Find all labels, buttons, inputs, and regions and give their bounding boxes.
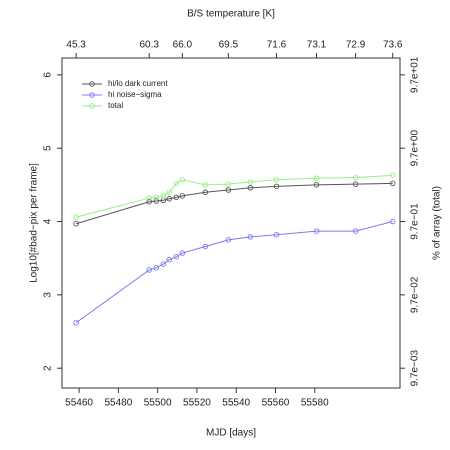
point — [225, 237, 232, 243]
y-tick-label: 6 — [43, 72, 54, 78]
y-tick-label: 5 — [43, 145, 54, 151]
legend-label: hi/lo dark current — [108, 79, 168, 88]
x-axis-title: MJD [days] — [206, 428, 256, 439]
point — [153, 198, 160, 204]
x2-tick-label: 66.0 — [173, 40, 193, 51]
point — [313, 228, 320, 234]
point — [160, 261, 167, 267]
y-axis-title: Log10[#bad−pix per frame] — [29, 163, 40, 283]
y2-tick-label: 9.7e−02 — [410, 276, 421, 313]
point — [146, 267, 152, 273]
point — [352, 174, 359, 181]
x2-tick-label: 60.3 — [139, 40, 159, 51]
legend-marker — [89, 81, 95, 87]
y2-axis-title: % of array (total) — [432, 186, 443, 260]
x2-tick-label: 45.3 — [66, 40, 86, 51]
x-tick-label: 55480 — [104, 398, 132, 409]
y2-tick-label: 9.7e−01 — [410, 203, 421, 240]
legend-marker — [89, 103, 95, 109]
point — [166, 189, 172, 195]
point — [166, 196, 172, 202]
point — [352, 228, 359, 234]
point — [146, 198, 152, 205]
point — [179, 176, 186, 183]
legend-marker — [89, 92, 95, 98]
point — [247, 185, 254, 191]
point — [247, 234, 254, 240]
point — [166, 256, 172, 263]
legend-label: hi noise−sigma — [108, 90, 162, 99]
point — [313, 182, 320, 188]
point — [173, 180, 180, 187]
y2-tick-label: 9.7e+01 — [410, 56, 421, 93]
point — [273, 183, 280, 190]
x-tick-label: 55580 — [301, 398, 329, 409]
x2-tick-label: 73.1 — [307, 40, 327, 51]
point — [173, 194, 180, 201]
x-tick-label: 55500 — [144, 398, 172, 409]
point — [389, 180, 396, 187]
y2-tick-label: 9.7e−03 — [410, 350, 421, 387]
point — [73, 214, 79, 220]
y-tick-label: 2 — [43, 365, 54, 371]
point — [273, 176, 280, 183]
x-tick-label: 55460 — [65, 398, 93, 409]
point — [352, 181, 359, 187]
point — [225, 181, 232, 187]
plot-frame — [61, 57, 401, 389]
x-tick-label: 55520 — [183, 398, 211, 409]
x2-tick-label: 69.5 — [219, 40, 239, 51]
point — [202, 182, 209, 188]
point — [273, 231, 280, 238]
x-tick-label: 55540 — [222, 398, 250, 409]
x2-tick-label: 72.9 — [346, 40, 366, 51]
y-tick-label: 3 — [43, 292, 54, 298]
point — [202, 243, 209, 250]
point — [313, 175, 320, 182]
y2-tick-label: 9.7e+00 — [410, 130, 421, 167]
x2-tick-label: 73.6 — [383, 40, 403, 51]
point — [73, 220, 79, 227]
point — [389, 172, 396, 179]
point — [173, 253, 180, 260]
point — [389, 218, 396, 225]
point — [179, 193, 186, 199]
series-line — [75, 182, 393, 225]
point — [225, 187, 232, 193]
point — [179, 250, 186, 256]
series-line — [75, 221, 393, 324]
point — [146, 195, 152, 201]
point — [160, 193, 167, 199]
point — [202, 189, 209, 195]
point — [73, 319, 79, 326]
x2-tick-label: 71.6 — [267, 40, 287, 51]
x-tick-label: 55560 — [262, 398, 290, 409]
point — [153, 264, 160, 271]
series-line — [76, 174, 393, 218]
y-tick-label: 4 — [43, 218, 54, 224]
legend-label: total — [108, 101, 123, 110]
point — [247, 179, 254, 185]
point — [153, 194, 160, 201]
x2-axis-title: B/S temperature [K] — [187, 9, 275, 20]
